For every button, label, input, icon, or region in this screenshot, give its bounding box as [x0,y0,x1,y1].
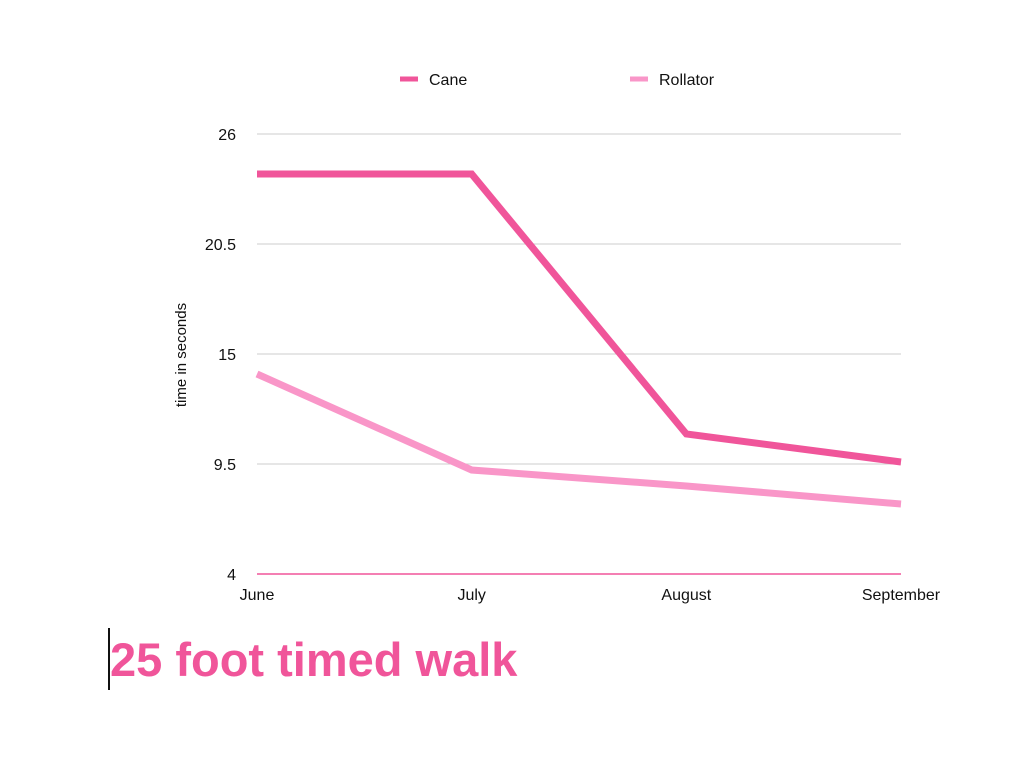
legend: Cane Rollator [400,72,715,89]
x-tick-label: September [862,587,941,604]
caption-text[interactable]: 25 foot timed walk [110,632,518,686]
x-axis-tick-labels: June July August September [240,587,941,604]
y-axis-title: time in seconds [173,303,190,407]
text-cursor [108,628,110,690]
y-tick-label: 26 [218,127,236,144]
y-tick-label: 9.5 [214,457,236,474]
line-chart: 4 9.5 15 20.5 26 June July August September Can… [173,72,941,604]
gridlines [257,133,901,575]
series-line-cane [257,170,902,466]
series-line-rollator [255,370,902,508]
y-tick-label: 20.5 [205,237,236,254]
x-tick-label: July [457,587,485,604]
legend-label-rollator: Rollator [659,72,715,89]
series-lines [255,170,902,508]
y-tick-label: 4 [227,567,236,584]
x-tick-label: August [661,587,711,604]
y-tick-label: 15 [218,347,236,364]
x-tick-label: June [240,587,275,604]
legend-label-cane: Cane [429,72,467,89]
chart-caption: 25 foot timed walk [108,628,517,690]
y-axis-tick-labels: 4 9.5 15 20.5 26 [205,127,236,584]
